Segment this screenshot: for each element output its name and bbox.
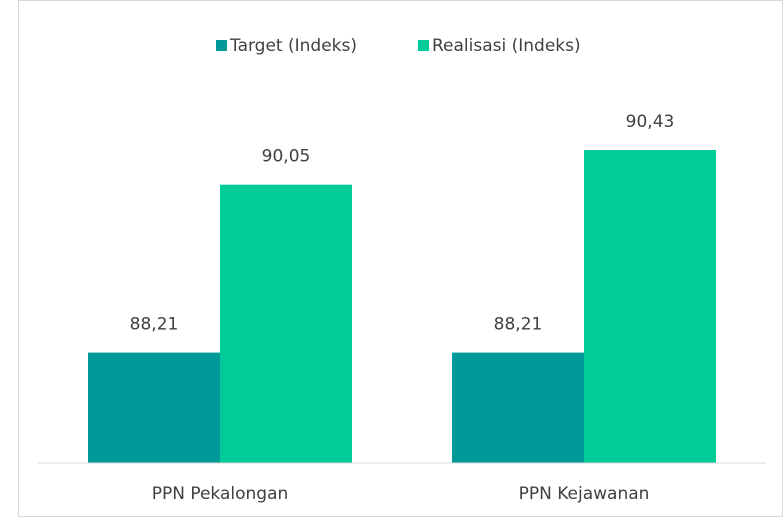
bar — [452, 352, 584, 463]
data-label: 88,21 — [130, 315, 179, 335]
x-tick-label: PPN Pekalongan — [152, 484, 289, 504]
bar — [220, 184, 352, 463]
bar — [88, 352, 220, 463]
x-tick-label: PPN Kejawanan — [519, 484, 650, 504]
data-label: 90,05 — [262, 147, 311, 167]
legend-label: Realisasi (Indeks) — [432, 36, 581, 56]
bar — [584, 150, 716, 463]
legend-swatch — [418, 40, 429, 51]
legend-swatch — [216, 40, 227, 51]
data-label: 90,43 — [626, 112, 675, 132]
legend-label: Target (Indeks) — [229, 36, 357, 56]
data-label: 88,21 — [494, 315, 543, 335]
